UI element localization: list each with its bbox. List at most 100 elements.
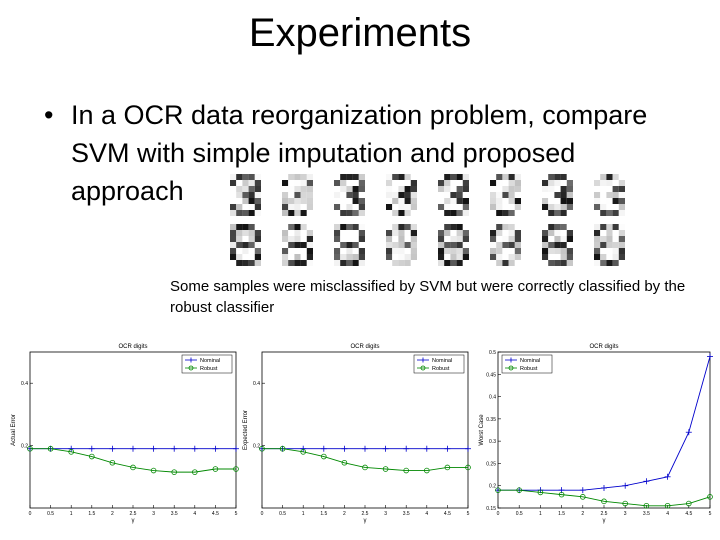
data-point-nominal [341, 445, 348, 452]
data-point-nominal [444, 445, 451, 452]
plot-title: OCR digits [350, 344, 379, 350]
series-line-robust [30, 448, 236, 473]
x-tick-label: 4.5 [685, 511, 692, 517]
data-point-robust [259, 445, 265, 452]
digit-sample-8 [542, 224, 573, 266]
x-tick-label: 3.5 [643, 511, 650, 517]
digit-sample-8 [282, 224, 313, 266]
ocr-digit-samples [230, 174, 625, 266]
data-point-nominal [109, 445, 116, 452]
digit-sample-3 [282, 174, 313, 216]
y-tick-label: 0.4 [21, 381, 28, 387]
plot-frame [261, 351, 469, 509]
data-point-nominal [233, 445, 239, 452]
data-point-nominal [685, 429, 692, 436]
digit-sample-3 [438, 174, 469, 216]
data-point-robust [47, 445, 54, 452]
plot-legend: Nominal Robust [181, 354, 233, 374]
x-tick-label: 3.5 [171, 511, 178, 517]
data-point-robust [664, 502, 671, 509]
data-point-robust [424, 467, 430, 474]
data-point-robust [68, 449, 74, 455]
digit-sample-3 [230, 174, 261, 216]
y-axis-label: Expected Error [243, 410, 249, 450]
data-point-nominal [622, 482, 629, 489]
plot-title: OCR digits [118, 344, 147, 350]
data-point-robust [109, 459, 116, 466]
bullet-item: • In a OCR data reorganization problem, … [44, 96, 684, 210]
digit-sample-3 [542, 174, 573, 216]
legend-label: Robust [520, 366, 538, 372]
slide-title: Experiments [248, 11, 472, 55]
legend-label: Nominal [432, 358, 452, 364]
data-point-nominal [320, 445, 327, 452]
digit-sample-8 [438, 224, 469, 266]
x-tick-label: 3.5 [403, 511, 410, 517]
data-point-nominal [403, 445, 410, 452]
x-tick-label: 5 [235, 511, 238, 517]
data-point-robust [321, 453, 327, 460]
data-point-nominal [88, 445, 95, 452]
x-tick-label: 2 [111, 511, 114, 517]
plot-frame [497, 351, 711, 509]
actual-error-plot: OCR digits 0 0.5 1 1.5 2 2.5 3 3.5 4 4.5 5 γ 0.2 0.4 Ac… [11, 344, 239, 524]
y-tick-label: 0.15 [486, 506, 496, 512]
legend-label: Robust [432, 366, 450, 372]
legend-label: Robust [200, 366, 218, 372]
digit-sample-8 [594, 224, 625, 266]
data-point-robust [150, 467, 157, 474]
data-point-robust [279, 445, 286, 452]
data-point-robust [27, 445, 33, 452]
x-tick-label: 1.5 [88, 511, 95, 517]
data-point-robust [362, 464, 368, 471]
y-tick-label: 0.4 [489, 395, 496, 401]
data-point-robust [89, 453, 95, 460]
digit-sample-3 [386, 174, 417, 216]
data-point-nominal [300, 445, 307, 452]
x-tick-label: 5 [467, 511, 470, 517]
data-point-nominal [707, 353, 713, 360]
x-tick-label: 0 [261, 511, 264, 517]
worst-case-plot: OCR digits 0 0.5 1 1.5 2 2.5 3 3.5 4 4.5 5 γ 0.15 0.2 0… [479, 344, 713, 524]
data-point-nominal [643, 478, 650, 485]
x-tick-label: 0.5 [279, 511, 286, 517]
data-point-robust [403, 467, 410, 474]
series-line-robust [498, 489, 711, 507]
y-tick-label: 0.35 [486, 417, 496, 423]
x-axis-label: γ [603, 518, 606, 524]
data-point-robust [558, 491, 565, 498]
x-tick-label: 1 [539, 511, 542, 517]
plot-legend: Nominal Robust [501, 354, 553, 374]
digit-sample-3 [594, 174, 625, 216]
x-tick-label: 3 [384, 511, 387, 517]
digit-sample-8 [386, 224, 417, 266]
data-point-robust [580, 494, 586, 500]
x-tick-label: 3 [624, 511, 627, 517]
x-tick-label: 2 [343, 511, 346, 517]
legend-label: Nominal [520, 358, 540, 364]
data-point-robust [382, 466, 389, 472]
x-tick-label: 5 [709, 511, 712, 517]
expected-error-plot: OCR digits 0 0.5 1 1.5 2 2.5 3 3.5 4 4.5 5 γ 0.2 0.4 Ex… [243, 344, 471, 524]
data-point-nominal [171, 445, 178, 452]
y-tick-label: 0.25 [486, 461, 496, 467]
data-point-robust [601, 498, 607, 505]
data-point-nominal [601, 484, 607, 491]
digit-sample-8 [230, 224, 261, 266]
data-point-nominal [130, 445, 136, 452]
digit-sample-8 [490, 224, 521, 266]
data-point-nominal [191, 445, 198, 452]
data-point-robust [212, 466, 219, 472]
data-point-robust [516, 487, 522, 493]
x-tick-label: 4 [193, 511, 196, 517]
data-point-robust [341, 459, 348, 466]
y-axis-label: Worst Case [479, 414, 485, 446]
x-tick-label: 1.5 [558, 511, 565, 517]
data-point-nominal [150, 445, 157, 452]
bullet-symbol: • [44, 100, 54, 130]
data-point-nominal [664, 473, 671, 480]
legend-label: Nominal [200, 358, 220, 364]
x-tick-label: 4 [425, 511, 428, 517]
y-axis-label: Actual Error [11, 414, 17, 446]
x-tick-label: 3 [152, 511, 155, 517]
